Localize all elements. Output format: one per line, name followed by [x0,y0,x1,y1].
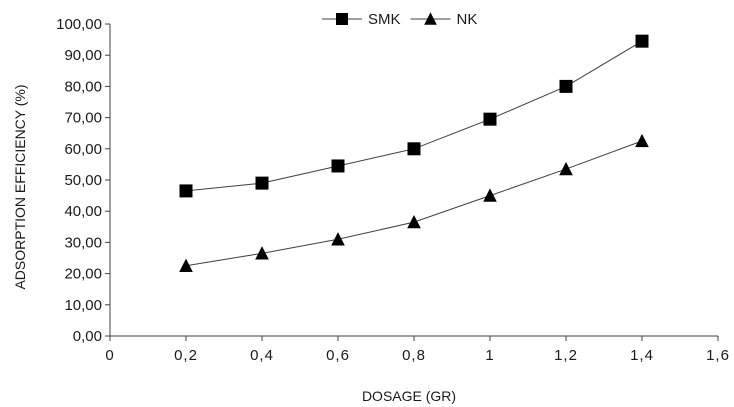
legend-item-nk: NK [410,11,478,28]
data-point-nk [255,246,269,260]
axes [105,23,719,341]
x-axis-title: DOSAGE (GR) [362,388,456,404]
y-tick-label: 80,00 [64,78,102,95]
x-tick-label: 0,4 [250,347,274,364]
series-line-smk [185,40,643,192]
series-line-nk [185,140,643,267]
y-tick-label: 60,00 [64,141,102,158]
y-tick-label: 40,00 [64,203,102,220]
data-point-smk [559,79,573,93]
data-point-smk [407,142,421,156]
series-layer [179,34,649,272]
data-point-nk [179,258,193,272]
x-tick-label: 0,6 [326,347,350,364]
y-axis-title: ADSORPTION EFFICIENCY (%) [12,84,28,289]
data-point-nk [483,188,497,202]
x-tick-label: 1,2 [554,347,578,364]
legend-label-nk: NK [457,11,478,28]
data-point-smk [255,176,269,190]
data-point-nk [559,161,573,176]
x-tick-label: 1,6 [706,347,730,364]
legend-label-smk: SMK [368,11,401,28]
data-point-nk [407,214,421,229]
y-tick-label: 0,00 [73,328,102,345]
data-point-nk [635,133,649,148]
x-tick-label: 1 [485,347,494,364]
legend-marker-nk [424,12,437,25]
series-nk [179,133,649,272]
data-point-smk [635,34,649,48]
y-tick-label: 70,00 [64,110,102,127]
x-tick-labels: 0 0,2 0,4 0,6 0,8 1 1,2 1,4 1,6 [105,347,730,364]
x-tick-label: 0,2 [174,347,198,364]
x-tick-label: 0,8 [402,347,426,364]
legend: SMK NK [322,11,477,28]
y-tick-label: 100,00 [56,16,102,33]
data-point-smk [483,112,497,126]
data-point-smk [179,184,193,198]
y-tick-label: 30,00 [64,234,102,251]
data-point-smk [331,159,345,173]
x-tick-label: 1,4 [630,347,654,364]
y-tick-label: 20,00 [64,266,102,283]
y-tick-label: 90,00 [64,47,102,64]
series-smk [179,34,649,198]
legend-marker-smk [336,13,348,25]
x-tick-label: 0 [105,347,114,364]
legend-item-smk: SMK [322,11,401,28]
y-tick-label: 10,00 [64,297,102,314]
y-tick-label: 50,00 [64,172,102,189]
data-point-nk [331,232,345,246]
y-tick-labels: 0,00 10,00 20,00 30,00 40,00 50,00 60,00 70,00 8… [56,16,102,345]
